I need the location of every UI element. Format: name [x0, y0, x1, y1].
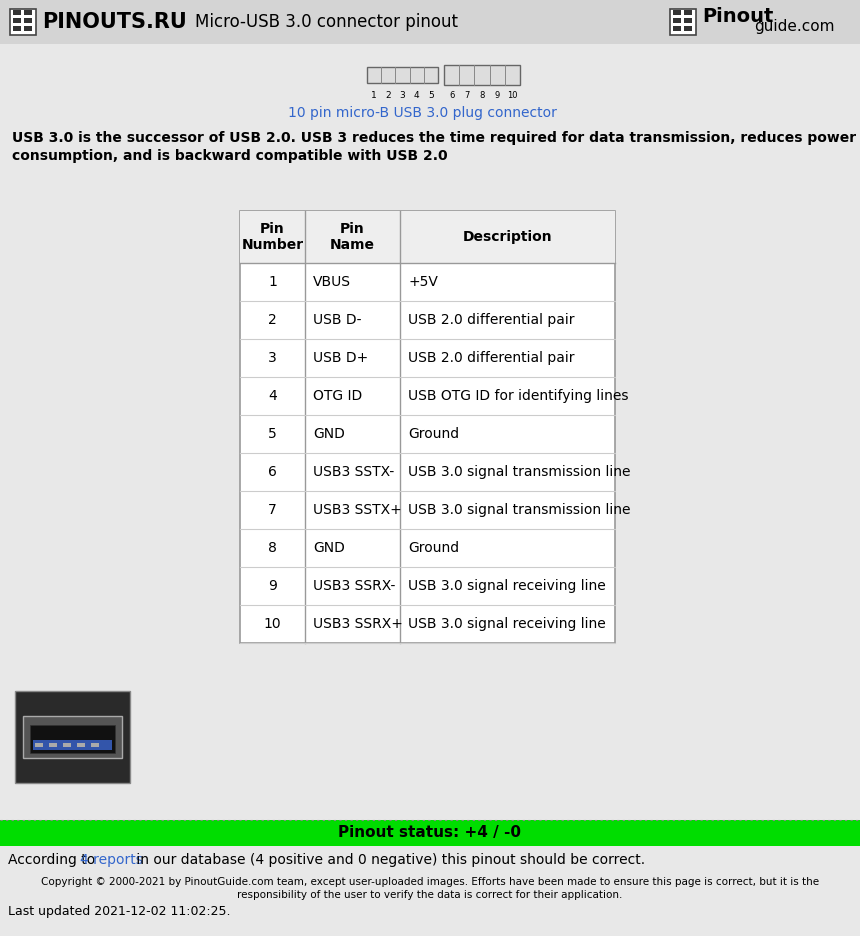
Bar [63, 743, 71, 747]
Text: USB 2.0 differential pair: USB 2.0 differential pair [408, 313, 574, 327]
Text: guide.com: guide.com [754, 19, 834, 34]
Bar [91, 743, 99, 747]
Text: USB3 SSTX+: USB3 SSTX+ [313, 503, 402, 517]
Text: USB 2.0 differential pair: USB 2.0 differential pair [408, 351, 574, 365]
Text: Pin
Name: Pin Name [330, 222, 375, 252]
Text: According to: According to [8, 853, 100, 867]
Bar [367, 67, 438, 83]
Bar [13, 10, 21, 15]
Text: USB OTG ID for identifying lines: USB OTG ID for identifying lines [408, 389, 629, 403]
Text: Last updated 2021-12-02 11:02:25.: Last updated 2021-12-02 11:02:25. [8, 905, 230, 918]
Bar [240, 211, 615, 263]
Text: 4 reports: 4 reports [80, 853, 143, 867]
Bar [24, 10, 32, 15]
Text: 3: 3 [268, 351, 277, 365]
Text: GND: GND [313, 541, 345, 555]
Text: responsibility of the user to verify the data is correct for their application.: responsibility of the user to verify the… [237, 890, 623, 900]
Bar [77, 743, 85, 747]
Bar [684, 10, 692, 15]
Text: in our database (4 positive and 0 negative) this pinout should be correct.: in our database (4 positive and 0 negati… [132, 853, 645, 867]
Text: 6: 6 [268, 465, 277, 479]
Bar [0, 820, 860, 846]
Text: USB3 SSRX-: USB3 SSRX- [313, 579, 396, 593]
Text: USB 3.0 signal transmission line: USB 3.0 signal transmission line [408, 465, 630, 479]
Bar [15, 691, 130, 783]
Bar [673, 10, 681, 15]
Bar [673, 26, 681, 31]
Text: Ground: Ground [408, 541, 459, 555]
Text: Pin
Number: Pin Number [242, 222, 304, 252]
Bar [30, 725, 115, 753]
Text: 9: 9 [268, 579, 277, 593]
Bar [684, 26, 692, 31]
Text: +5V: +5V [408, 275, 438, 289]
Text: 10 pin micro-B USB 3.0 plug connector: 10 pin micro-B USB 3.0 plug connector [287, 106, 556, 120]
Text: 8: 8 [268, 541, 277, 555]
Text: USB 3.0 signal receiving line: USB 3.0 signal receiving line [408, 617, 605, 631]
Bar [24, 26, 32, 31]
Text: Pinout status: +4 / -0: Pinout status: +4 / -0 [339, 826, 521, 841]
Text: consumption, and is backward compatible with USB 2.0: consumption, and is backward compatible … [12, 149, 447, 163]
Text: USB D+: USB D+ [313, 351, 368, 365]
Text: 8: 8 [479, 91, 485, 100]
Text: USB D-: USB D- [313, 313, 361, 327]
Text: Description: Description [463, 230, 552, 244]
Text: GND: GND [313, 427, 345, 441]
Text: 1: 1 [268, 275, 277, 289]
Bar [13, 18, 21, 23]
Text: OTG ID: OTG ID [313, 389, 362, 403]
Text: 6: 6 [449, 91, 454, 100]
Text: Pinout: Pinout [702, 7, 773, 26]
Text: USB3 SSRX+: USB3 SSRX+ [313, 617, 402, 631]
Text: USB3 SSTX-: USB3 SSTX- [313, 465, 394, 479]
Bar [673, 18, 681, 23]
Text: Micro-USB 3.0 connector pinout: Micro-USB 3.0 connector pinout [195, 13, 458, 31]
Bar [10, 9, 36, 35]
Text: 2: 2 [385, 91, 391, 100]
Bar [49, 743, 57, 747]
Bar [0, 0, 860, 44]
Text: 10: 10 [264, 617, 281, 631]
Bar [240, 211, 615, 643]
Bar [444, 65, 520, 85]
Text: USB 3.0 signal receiving line: USB 3.0 signal receiving line [408, 579, 605, 593]
Text: 9: 9 [494, 91, 500, 100]
Bar [33, 740, 112, 750]
Text: PINOUTS.RU: PINOUTS.RU [42, 12, 187, 32]
Bar [13, 26, 21, 31]
Text: 4: 4 [414, 91, 420, 100]
Text: Copyright © 2000-2021 by PinoutGuide.com team, except user-uploaded images. Effo: Copyright © 2000-2021 by PinoutGuide.com… [41, 877, 819, 887]
Text: 5: 5 [428, 91, 433, 100]
Bar [23, 716, 122, 758]
Bar [24, 18, 32, 23]
Bar [670, 9, 696, 35]
Bar [35, 743, 43, 747]
Text: 7: 7 [268, 503, 277, 517]
Bar [684, 18, 692, 23]
Text: 3: 3 [400, 91, 405, 100]
Text: 5: 5 [268, 427, 277, 441]
Text: USB 3.0 is the successor of USB 2.0. USB 3 reduces the time required for data tr: USB 3.0 is the successor of USB 2.0. USB… [12, 131, 856, 145]
Text: Ground: Ground [408, 427, 459, 441]
Text: 4: 4 [268, 389, 277, 403]
Text: 10: 10 [507, 91, 518, 100]
Text: 2: 2 [268, 313, 277, 327]
Text: 7: 7 [464, 91, 470, 100]
Text: USB 3.0 signal transmission line: USB 3.0 signal transmission line [408, 503, 630, 517]
Text: VBUS: VBUS [313, 275, 351, 289]
Text: 1: 1 [372, 91, 377, 100]
